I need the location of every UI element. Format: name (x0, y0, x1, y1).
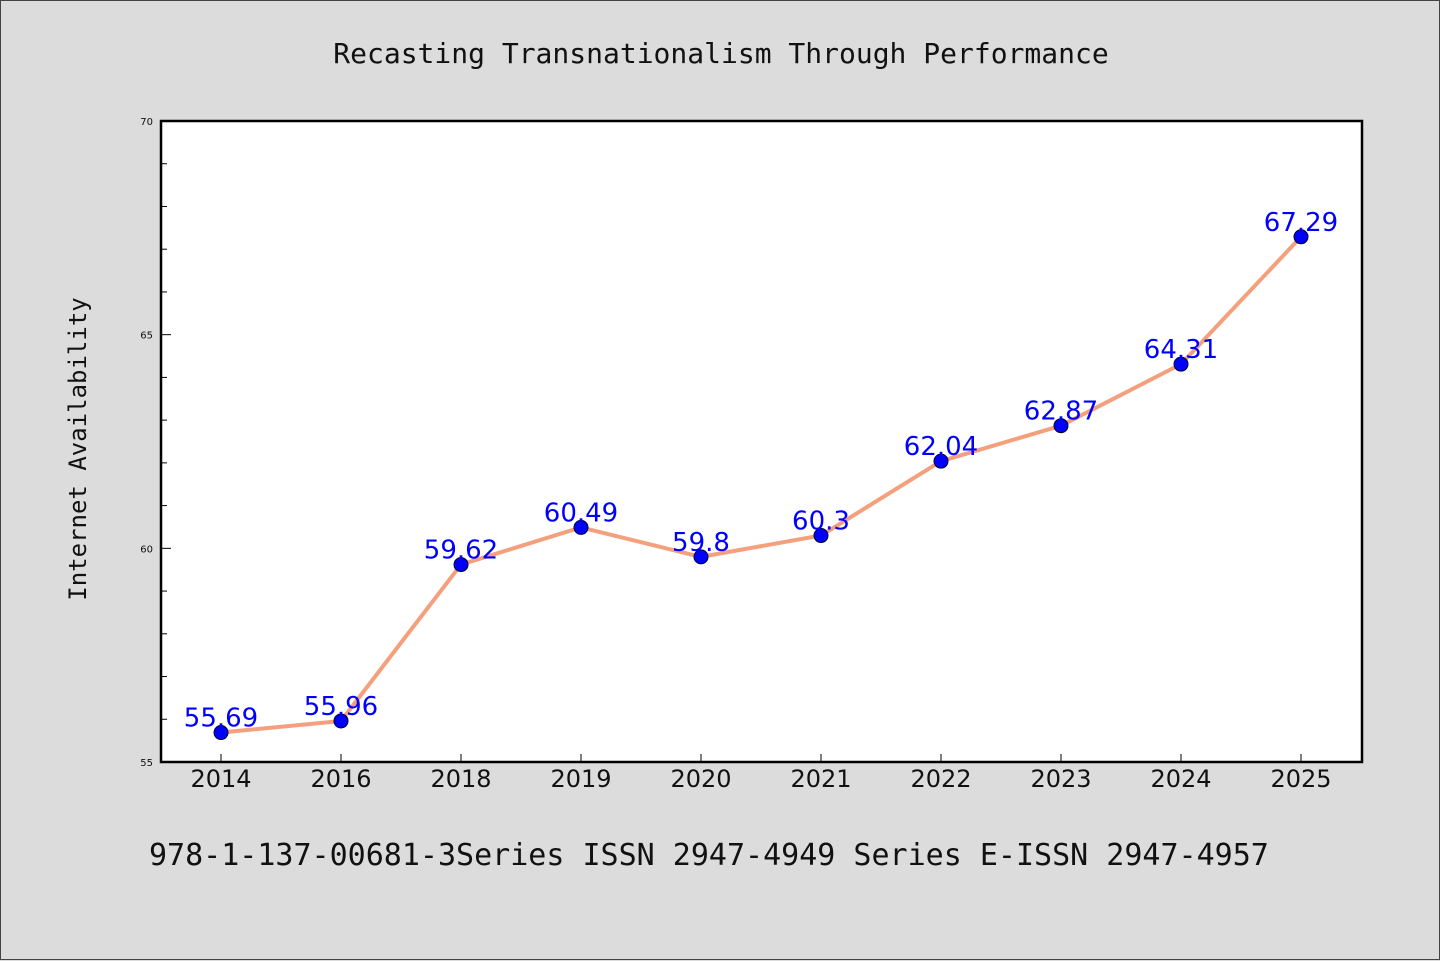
data-label: 59.62 (424, 536, 498, 566)
x-tick-label: 2014 (190, 765, 251, 793)
data-label: 60.3 (792, 507, 850, 537)
y-axis-label: Internet Availability (64, 297, 92, 600)
data-label: 55.69 (184, 704, 258, 734)
plot-area (159, 119, 1364, 764)
data-labels: 55.69 55.96 59.62 60.49 59.8 60.3 62.04 62.87 64… (184, 208, 1338, 734)
x-axis-ticks: 2014 2016 2018 2019 2020 2021 2022 2023 2024 2025 (190, 754, 1332, 793)
data-point (1053, 418, 1069, 434)
data-point (933, 453, 949, 469)
series-line (219, 234, 1303, 735)
data-label: 64.31 (1144, 335, 1218, 365)
x-tick-label: 2022 (910, 765, 971, 793)
data-label: 62.87 (1024, 397, 1098, 427)
x-tick-label: 2018 (430, 765, 491, 793)
x-tick-label: 2016 (310, 765, 371, 793)
chart-title: Recasting Transnationalism Through Perfo… (333, 37, 1108, 70)
y-tick-label: 65 (140, 331, 153, 342)
data-point (813, 528, 829, 544)
x-tick-label: 2019 (550, 765, 611, 793)
data-label: 62.04 (904, 432, 978, 462)
data-point (693, 549, 709, 565)
y-tick-label: 70 (140, 117, 153, 128)
data-point (1173, 356, 1189, 372)
x-tick-label: 2025 (1270, 765, 1331, 793)
data-point (1293, 229, 1309, 245)
data-point (573, 519, 589, 535)
series-layer (213, 229, 1309, 741)
data-point (213, 725, 229, 741)
data-label: 55.96 (304, 692, 378, 722)
data-label: 60.49 (544, 498, 618, 528)
x-tick-label: 2023 (1030, 765, 1091, 793)
data-label: 67.29 (1264, 208, 1338, 238)
x-tick-label: 2021 (790, 765, 851, 793)
data-point (333, 713, 349, 729)
y-tick-label: 60 (140, 544, 153, 555)
x-tick-label: 2020 (670, 765, 731, 793)
y-axis-ticks: 55 60 65 70 (140, 117, 171, 769)
data-label: 59.8 (672, 528, 730, 558)
y-tick-label: 55 (140, 758, 153, 769)
footer-isbn-text: 978-1-137-00681-3Series ISSN 2947-4949 S… (149, 838, 1269, 873)
data-point (453, 557, 469, 573)
x-tick-label: 2024 (1150, 765, 1211, 793)
